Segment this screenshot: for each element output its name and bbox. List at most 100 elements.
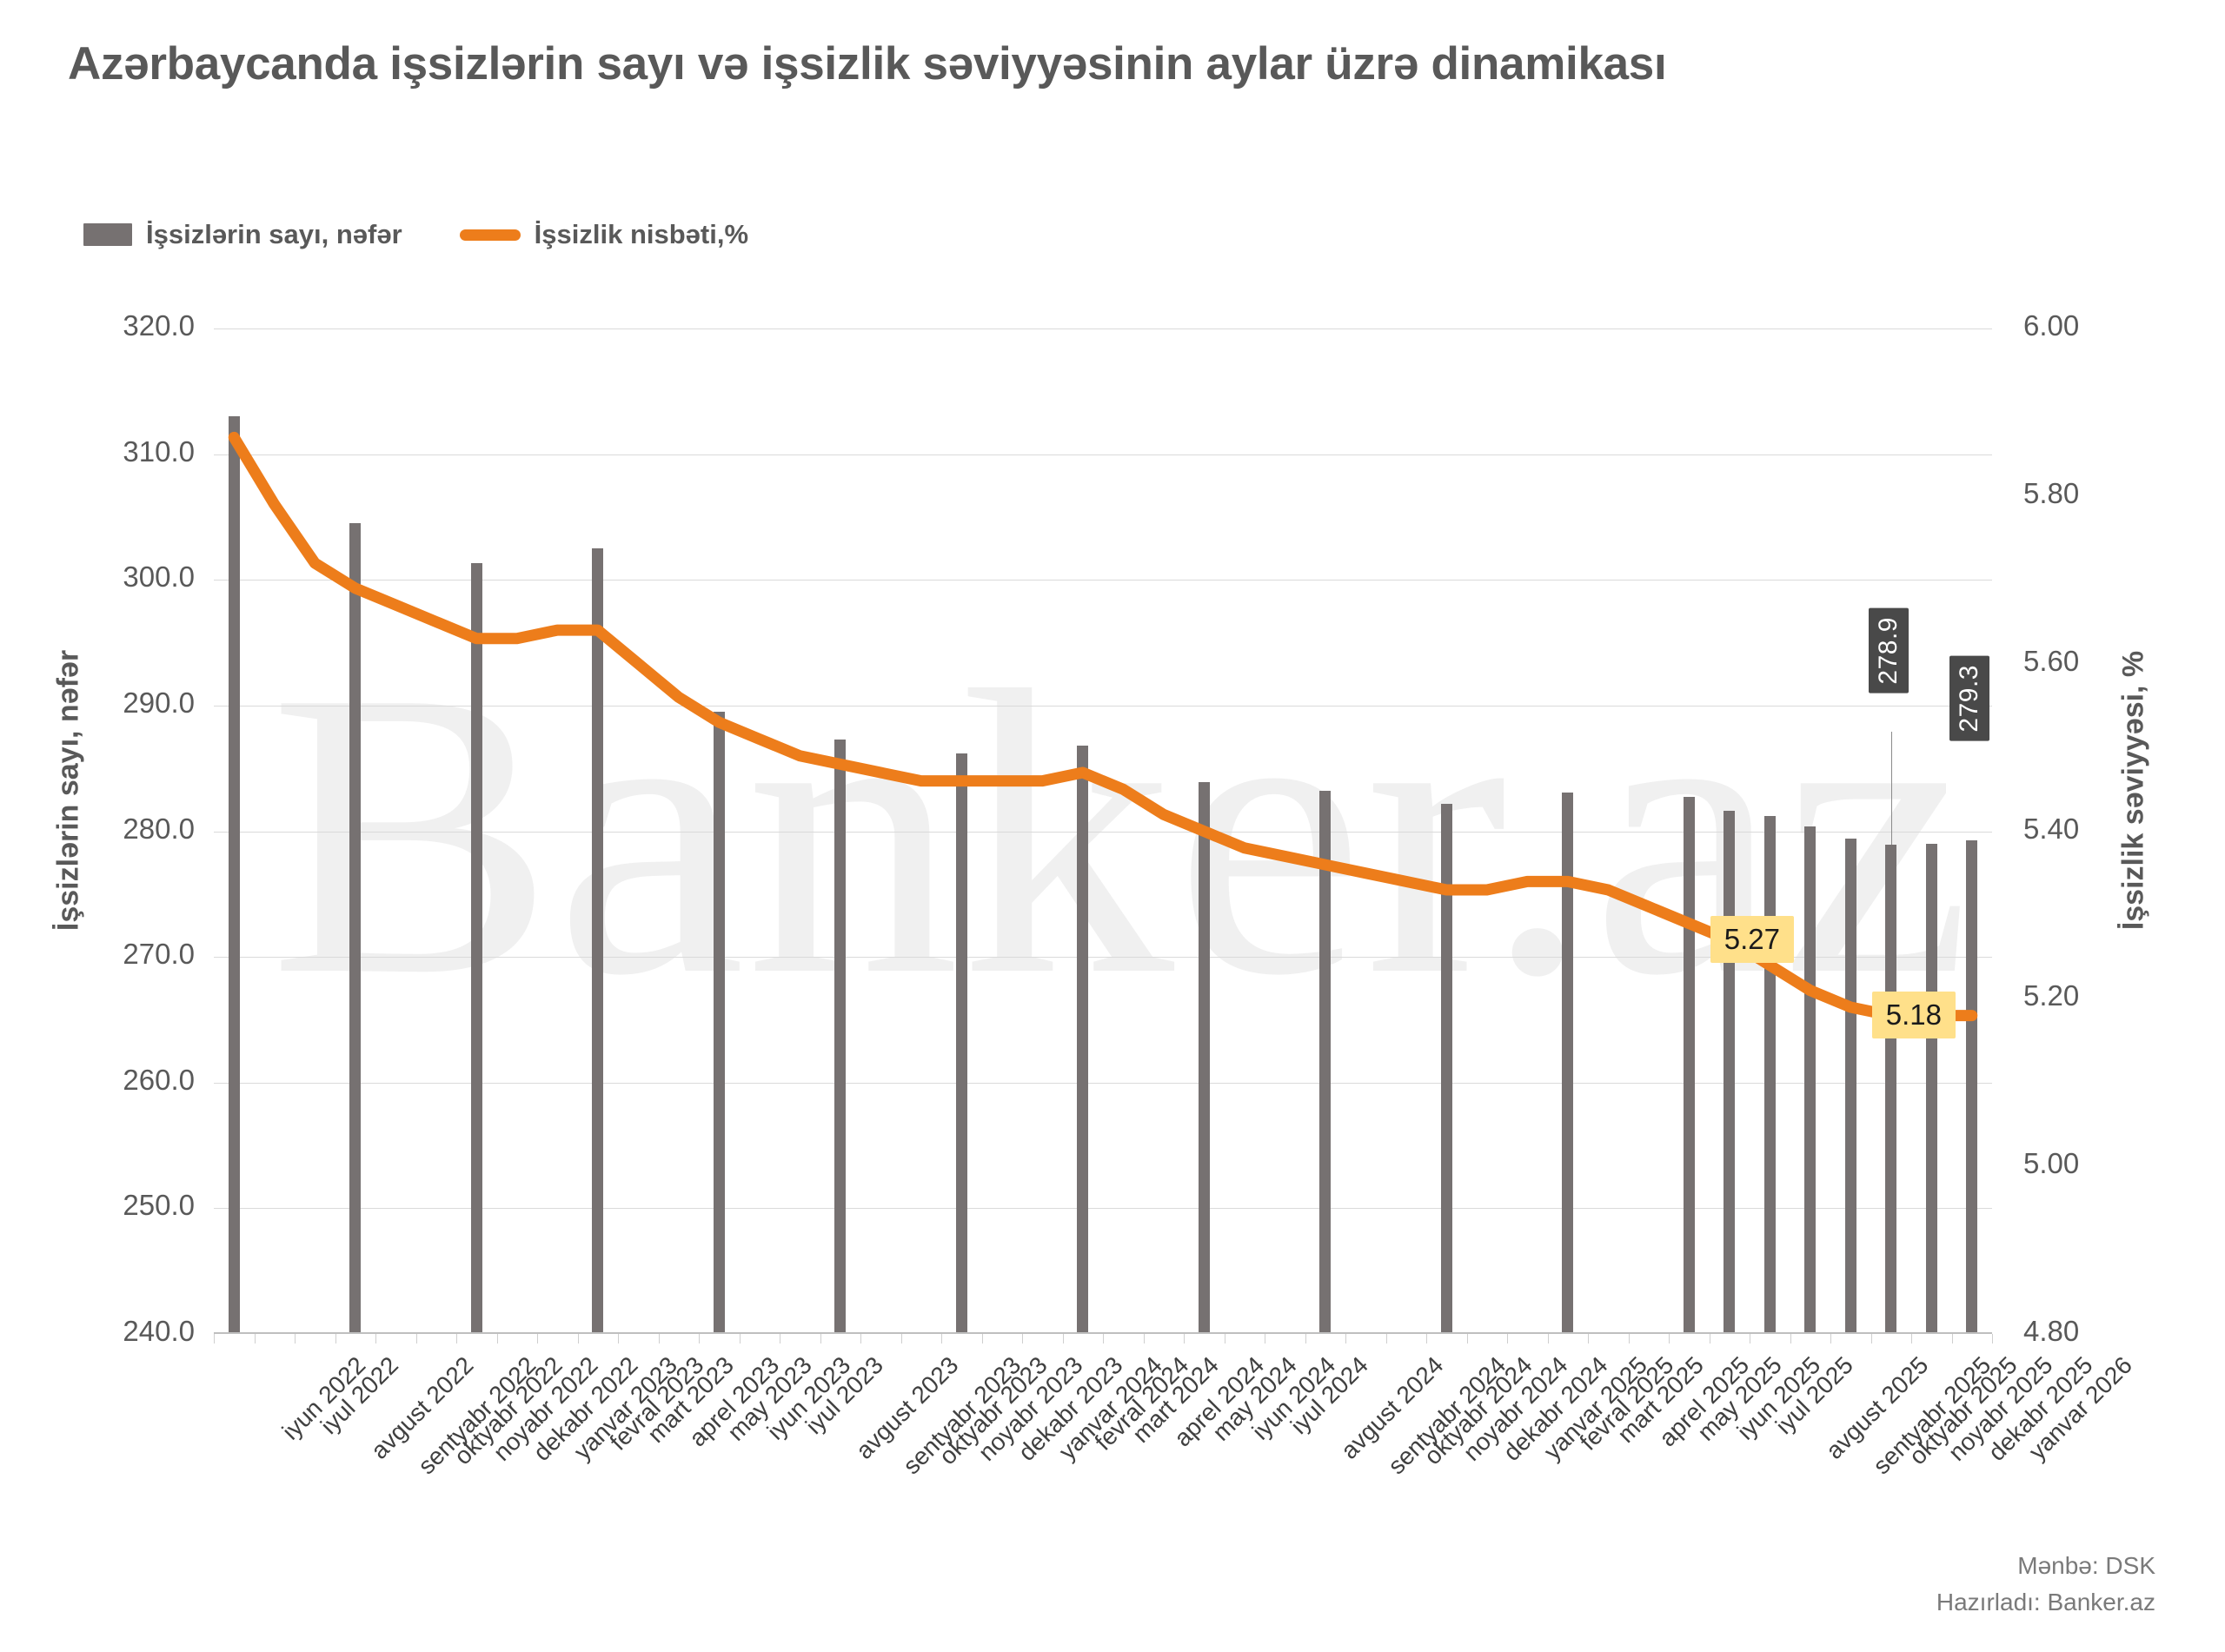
y-axis-left-tick-label: 240.0 (123, 1315, 195, 1347)
x-axis-tick (1588, 1334, 1589, 1343)
x-axis-tick (1628, 1334, 1630, 1343)
bar[interactable] (1966, 839, 1978, 1334)
y-axis-left-tick-label: 250.0 (123, 1189, 195, 1222)
bar[interactable] (1198, 782, 1210, 1334)
bar[interactable] (349, 523, 362, 1334)
legend-label-line: İşsizlik nisbəti,% (534, 219, 749, 249)
y-axis-left-tick-label: 290.0 (123, 686, 195, 719)
plot-area: Banker.az (214, 328, 1993, 1343)
x-axis-tick (1345, 1334, 1346, 1343)
x-axis-tick (335, 1334, 336, 1343)
bar[interactable] (228, 416, 240, 1334)
y-axis-right-tick-label: 5.60 (2023, 644, 2080, 677)
gridline (214, 328, 1992, 329)
y-axis-left-tick-label: 320.0 (123, 309, 195, 342)
y-axis-left-tick-label: 310.0 (123, 435, 195, 468)
bar[interactable] (1319, 791, 1332, 1334)
gridline (214, 831, 1992, 833)
x-axis-tick (1305, 1334, 1306, 1343)
gridline (214, 454, 1992, 455)
gridline (214, 1208, 1992, 1210)
line-value-label: 5.27 (1710, 915, 1794, 963)
bar[interactable] (1885, 845, 1897, 1334)
x-axis-tick (456, 1334, 457, 1343)
legend-item-line[interactable]: İşsizlik nisbəti,% (459, 219, 749, 250)
y-axis-right-tick-label: 5.80 (2023, 476, 2080, 509)
chart-legend: İşsizlərin sayı, nəfər İşsizlik nisbəti,… (83, 219, 748, 250)
x-axis-tick (1466, 1334, 1468, 1343)
line-swatch-icon (459, 229, 521, 241)
gridline (214, 1082, 1992, 1084)
legend-item-bars[interactable]: İşsizlərin sayı, nəfər (83, 219, 402, 250)
x-axis-line (214, 1332, 1992, 1334)
legend-label-bars: İşsizlərin sayı, nəfər (146, 219, 402, 249)
x-axis-tick (1426, 1334, 1427, 1343)
gridline (214, 705, 1992, 707)
bar[interactable] (955, 753, 967, 1334)
y-axis-right-tick-label: 6.00 (2023, 309, 2080, 342)
bar[interactable] (834, 739, 847, 1334)
x-axis-tick (537, 1334, 538, 1343)
bar-swatch-icon (83, 223, 132, 246)
bar-value-label: 279.3 (1949, 655, 1989, 741)
footer-source: Mənbə: DSK (2017, 1552, 2155, 1579)
x-axis-tick (1992, 1334, 1993, 1343)
y-axis-left-tick-label: 280.0 (123, 812, 195, 845)
bar[interactable] (1844, 839, 1856, 1334)
x-axis-tick (1143, 1334, 1145, 1343)
x-axis-tick (415, 1334, 417, 1343)
y-axis-left-tick-label: 260.0 (123, 1063, 195, 1096)
y-axis-right-tick-label: 4.80 (2023, 1315, 2080, 1347)
line-value-label: 5.18 (1871, 991, 1956, 1038)
y-axis-left-tick-label: 300.0 (123, 561, 195, 594)
x-axis-tick (699, 1334, 700, 1343)
x-axis-tick (1547, 1334, 1549, 1343)
footer-prepared-by: Hazırladı: Banker.az (1936, 1589, 2155, 1616)
bar[interactable] (1077, 746, 1089, 1334)
footer: Mənbə: DSK Hazırladı: Banker.az (1936, 1548, 2155, 1621)
bar[interactable] (713, 712, 725, 1334)
x-axis-tick (214, 1334, 215, 1343)
x-axis-tick (820, 1334, 821, 1343)
x-axis-tick (1022, 1334, 1023, 1343)
gridline (214, 580, 1992, 581)
bar[interactable] (1804, 826, 1817, 1334)
x-axis-tick (1830, 1334, 1831, 1343)
x-axis-tick (618, 1334, 619, 1343)
bar[interactable] (592, 548, 604, 1334)
x-axis-tick (981, 1334, 983, 1343)
bar[interactable] (1683, 797, 1695, 1334)
bar[interactable] (1440, 803, 1452, 1334)
x-axis-tick (900, 1334, 902, 1343)
x-axis-tick (577, 1334, 579, 1343)
x-axis-tick (375, 1334, 376, 1343)
x-axis-tick (1385, 1334, 1387, 1343)
bar[interactable] (1925, 843, 1937, 1334)
x-axis-tick (1790, 1334, 1791, 1343)
x-axis-tick (941, 1334, 942, 1343)
x-axis-tick (496, 1334, 498, 1343)
bar[interactable] (1562, 792, 1574, 1334)
x-axis-tick (1103, 1334, 1104, 1343)
gridline (214, 957, 1992, 959)
bar-value-label: 278.9 (1868, 608, 1909, 693)
y-axis-right-tick-label: 5.20 (2023, 979, 2080, 1012)
x-axis-tick (1184, 1334, 1185, 1343)
x-axis-tick (1062, 1334, 1064, 1343)
x-axis-tick (739, 1334, 741, 1343)
y-axis-right-title: İşsizlik səviyyəsi, % (2116, 650, 2150, 931)
bar[interactable] (470, 563, 482, 1334)
y-axis-right-tick-label: 5.00 (2023, 1147, 2080, 1180)
y-axis-left-tick-label: 270.0 (123, 938, 195, 971)
line-series (228, 431, 1978, 1022)
page-title: Azərbaycanda işsizlərin sayı və işsizlik… (68, 38, 1667, 90)
x-axis-tick (254, 1334, 256, 1343)
x-axis-tick (1951, 1334, 1953, 1343)
x-axis-tick (1870, 1334, 1872, 1343)
x-axis-tick (860, 1334, 861, 1343)
x-axis-tick (1911, 1334, 1912, 1343)
x-axis-tick (295, 1334, 296, 1343)
x-axis-tick (658, 1334, 660, 1343)
label-leader-line (1890, 732, 1892, 846)
